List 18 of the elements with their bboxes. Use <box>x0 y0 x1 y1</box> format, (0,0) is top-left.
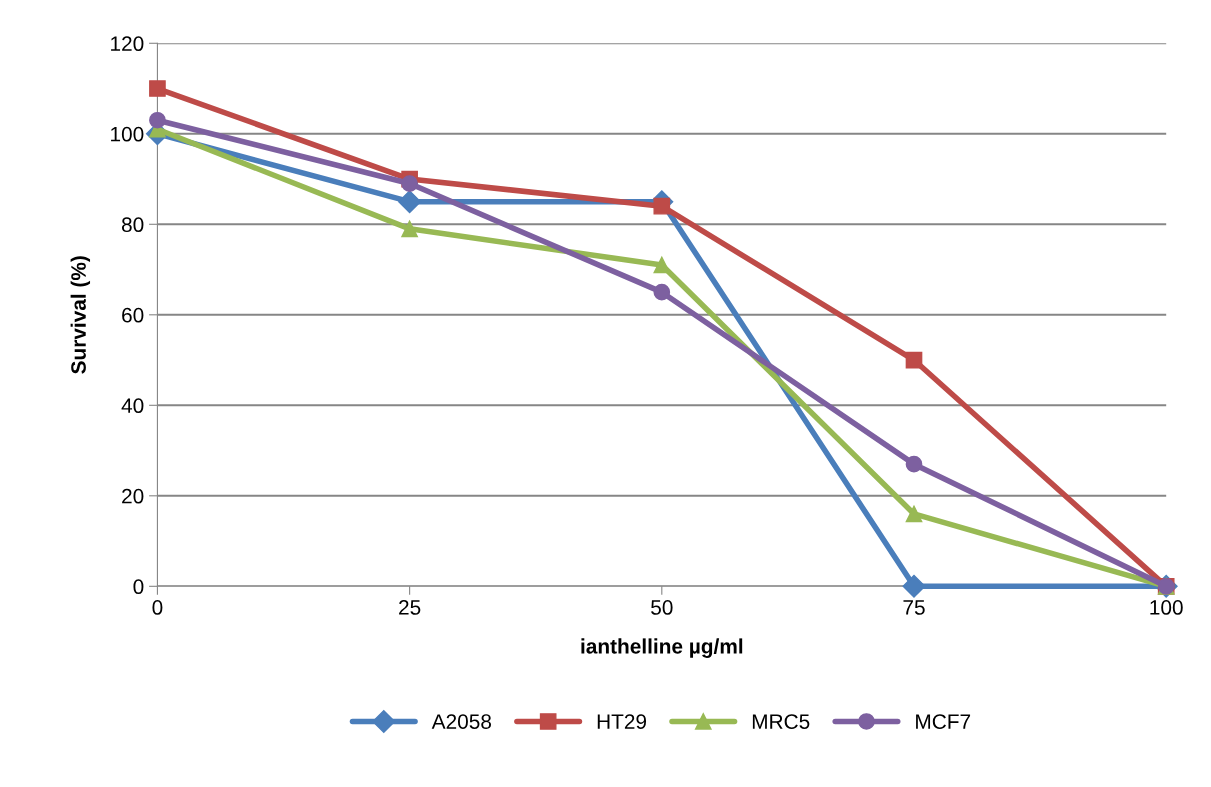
y-tick-label: 80 <box>121 217 144 233</box>
y-tick-label: 0 <box>133 579 144 595</box>
y-tick-label: 120 <box>111 36 144 52</box>
y-tick-label: 60 <box>122 307 144 323</box>
x-tick-label: 0 <box>152 600 163 615</box>
legend-label: HT29 <box>597 714 647 729</box>
y-tick-label: 20 <box>122 488 144 504</box>
x-axis-title: ianthelline µg/ml <box>581 638 743 658</box>
y-tick-label: 40 <box>121 398 144 414</box>
legend-label: A2058 <box>431 714 492 729</box>
x-tick-label: 25 <box>399 600 421 615</box>
x-tick-label: 50 <box>651 600 673 615</box>
legend-label: MCF7 <box>916 714 971 729</box>
y-axis-title: Survival (%) <box>70 256 91 374</box>
x-tick-label: 100 <box>1150 600 1183 615</box>
y-tick-label: 100 <box>111 126 144 142</box>
x-tick-label: 75 <box>903 600 925 615</box>
legend-label: MRC5 <box>752 714 810 729</box>
